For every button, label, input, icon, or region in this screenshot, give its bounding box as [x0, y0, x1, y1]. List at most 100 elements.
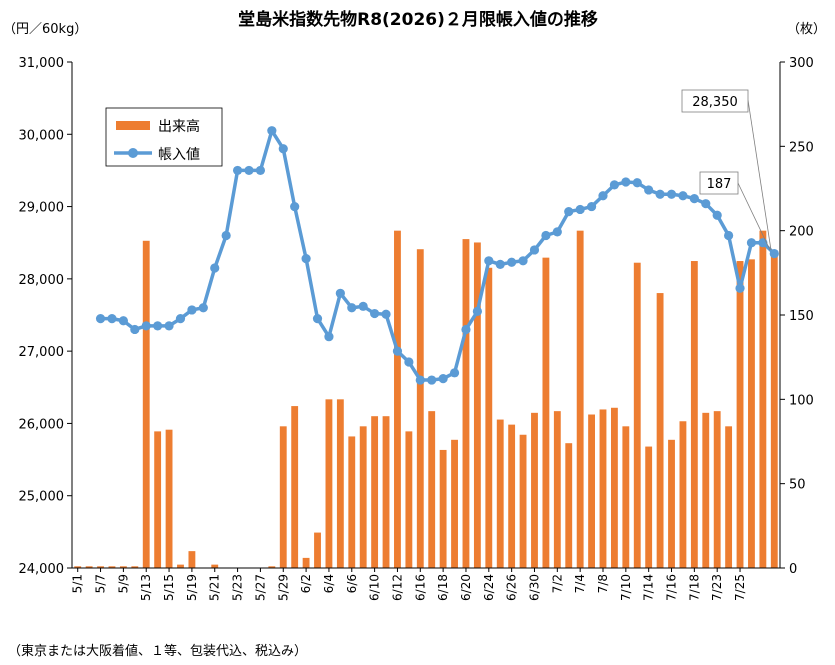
price-point-53	[701, 199, 711, 209]
x-tick-label-4: 5/15	[162, 574, 176, 601]
left-tick-label-5: 29,000	[19, 201, 65, 216]
x-tick-label-24: 7/10	[619, 574, 633, 601]
volume-bar-26	[371, 416, 379, 568]
price-point-13	[244, 165, 254, 176]
volume-bar-23	[336, 399, 344, 568]
volume-bar-33	[451, 439, 458, 568]
volume-bar-18	[279, 426, 287, 568]
price-point-15	[267, 126, 277, 136]
volume-bar-21	[314, 532, 321, 568]
legend-box	[105, 107, 223, 167]
price-point-18	[301, 254, 311, 264]
volume-bar-56	[713, 411, 721, 568]
price-point-56	[735, 283, 745, 293]
volume-bar-6	[142, 240, 150, 569]
price-point-33	[472, 306, 482, 316]
x-tick-label-6: 5/21	[208, 574, 222, 601]
x-tick-label-14: 6/12	[391, 574, 405, 601]
volume-bar-36	[485, 267, 493, 568]
volume-bar-25	[359, 426, 367, 568]
price-point-2	[118, 316, 128, 326]
price-point-5	[153, 321, 163, 331]
right-tick-label-2: 100	[789, 393, 814, 408]
price-point-6	[164, 321, 174, 331]
volume-bar-49	[633, 262, 641, 568]
volume-bar-58	[736, 261, 744, 568]
price-point-49	[655, 189, 665, 199]
volume-bar-19	[291, 406, 299, 568]
volume-bar-57	[725, 426, 733, 568]
x-tick-label-26: 7/16	[665, 574, 679, 601]
x-tick-label-28: 7/23	[710, 574, 724, 601]
right-axis-unit: （枚）	[787, 22, 826, 37]
volume-bars	[74, 230, 778, 569]
price-point-39	[541, 230, 551, 241]
volume-bar-60	[759, 230, 767, 569]
callout-volume-text: 187	[707, 177, 732, 192]
volume-bar-34	[462, 239, 470, 568]
legend-swatch-volume	[116, 121, 150, 130]
callout-volume: 187	[699, 171, 771, 251]
x-tick-label-10: 6/2	[299, 574, 313, 593]
callout-volume-leader	[737, 182, 771, 251]
x-tick-label-15: 6/16	[413, 574, 427, 601]
legend: 出来高 帳入値	[105, 107, 223, 167]
volume-bar-27	[382, 416, 390, 568]
volume-bar-39	[519, 434, 527, 568]
volume-bar-29	[405, 431, 413, 568]
x-tick-label-27: 7/18	[687, 574, 701, 601]
volume-bar-5	[131, 566, 139, 568]
price-point-25	[381, 309, 391, 319]
volume-bar-41	[542, 257, 550, 568]
volume-bar-61	[770, 252, 778, 568]
price-point-20	[324, 332, 334, 342]
right-tick-label-6: 300	[789, 56, 814, 71]
price-point-19	[312, 314, 323, 324]
volume-bar-10	[188, 551, 196, 568]
volume-bar-45	[588, 414, 595, 568]
price-point-24	[370, 308, 380, 319]
price-point-32	[461, 324, 471, 335]
price-point-4	[141, 321, 151, 331]
left-tick-label-4: 28,000	[19, 273, 65, 288]
price-point-16	[278, 144, 288, 154]
volume-bar-2	[97, 566, 104, 568]
price-point-26	[392, 346, 403, 356]
price-point-31	[449, 368, 460, 378]
volume-bar-40	[531, 412, 538, 568]
price-line	[95, 126, 779, 385]
price-point-30	[438, 374, 448, 384]
volume-bar-32	[439, 449, 447, 568]
price-point-27	[404, 357, 414, 367]
x-tick-label-25: 7/14	[642, 574, 656, 601]
price-point-51	[678, 191, 688, 201]
x-tick-label-7: 5/23	[231, 574, 245, 601]
price-point-57	[746, 238, 757, 248]
callout-price-leader	[747, 99, 772, 251]
volume-bar-42	[553, 411, 561, 568]
volume-bar-9	[177, 564, 184, 568]
left-tick-label-6: 30,000	[19, 128, 65, 143]
x-tick-label-13: 6/10	[368, 574, 382, 601]
price-point-41	[564, 207, 574, 217]
volume-bar-59	[748, 259, 755, 568]
volume-bar-3	[108, 566, 116, 568]
volume-bar-48	[622, 426, 630, 568]
x-tick-label-12: 6/6	[345, 574, 359, 593]
price-point-43	[586, 201, 597, 212]
price-point-1	[107, 314, 117, 324]
volume-bar-17	[268, 566, 276, 568]
price-point-7	[175, 314, 186, 324]
price-point-42	[575, 204, 585, 215]
volume-bar-28	[394, 230, 401, 569]
price-point-38	[529, 245, 540, 255]
price-point-14	[255, 165, 266, 176]
x-tick-label-2: 5/9	[116, 574, 130, 593]
footnote: （東京または大阪着値、１等、包装代込、税込み）	[8, 643, 307, 659]
left-tick-label-2: 26,000	[19, 417, 65, 432]
volume-bar-24	[348, 436, 356, 568]
price-point-50	[666, 189, 677, 199]
price-point-47	[632, 178, 642, 188]
price-point-35	[495, 259, 505, 269]
price-point-0	[95, 314, 106, 324]
